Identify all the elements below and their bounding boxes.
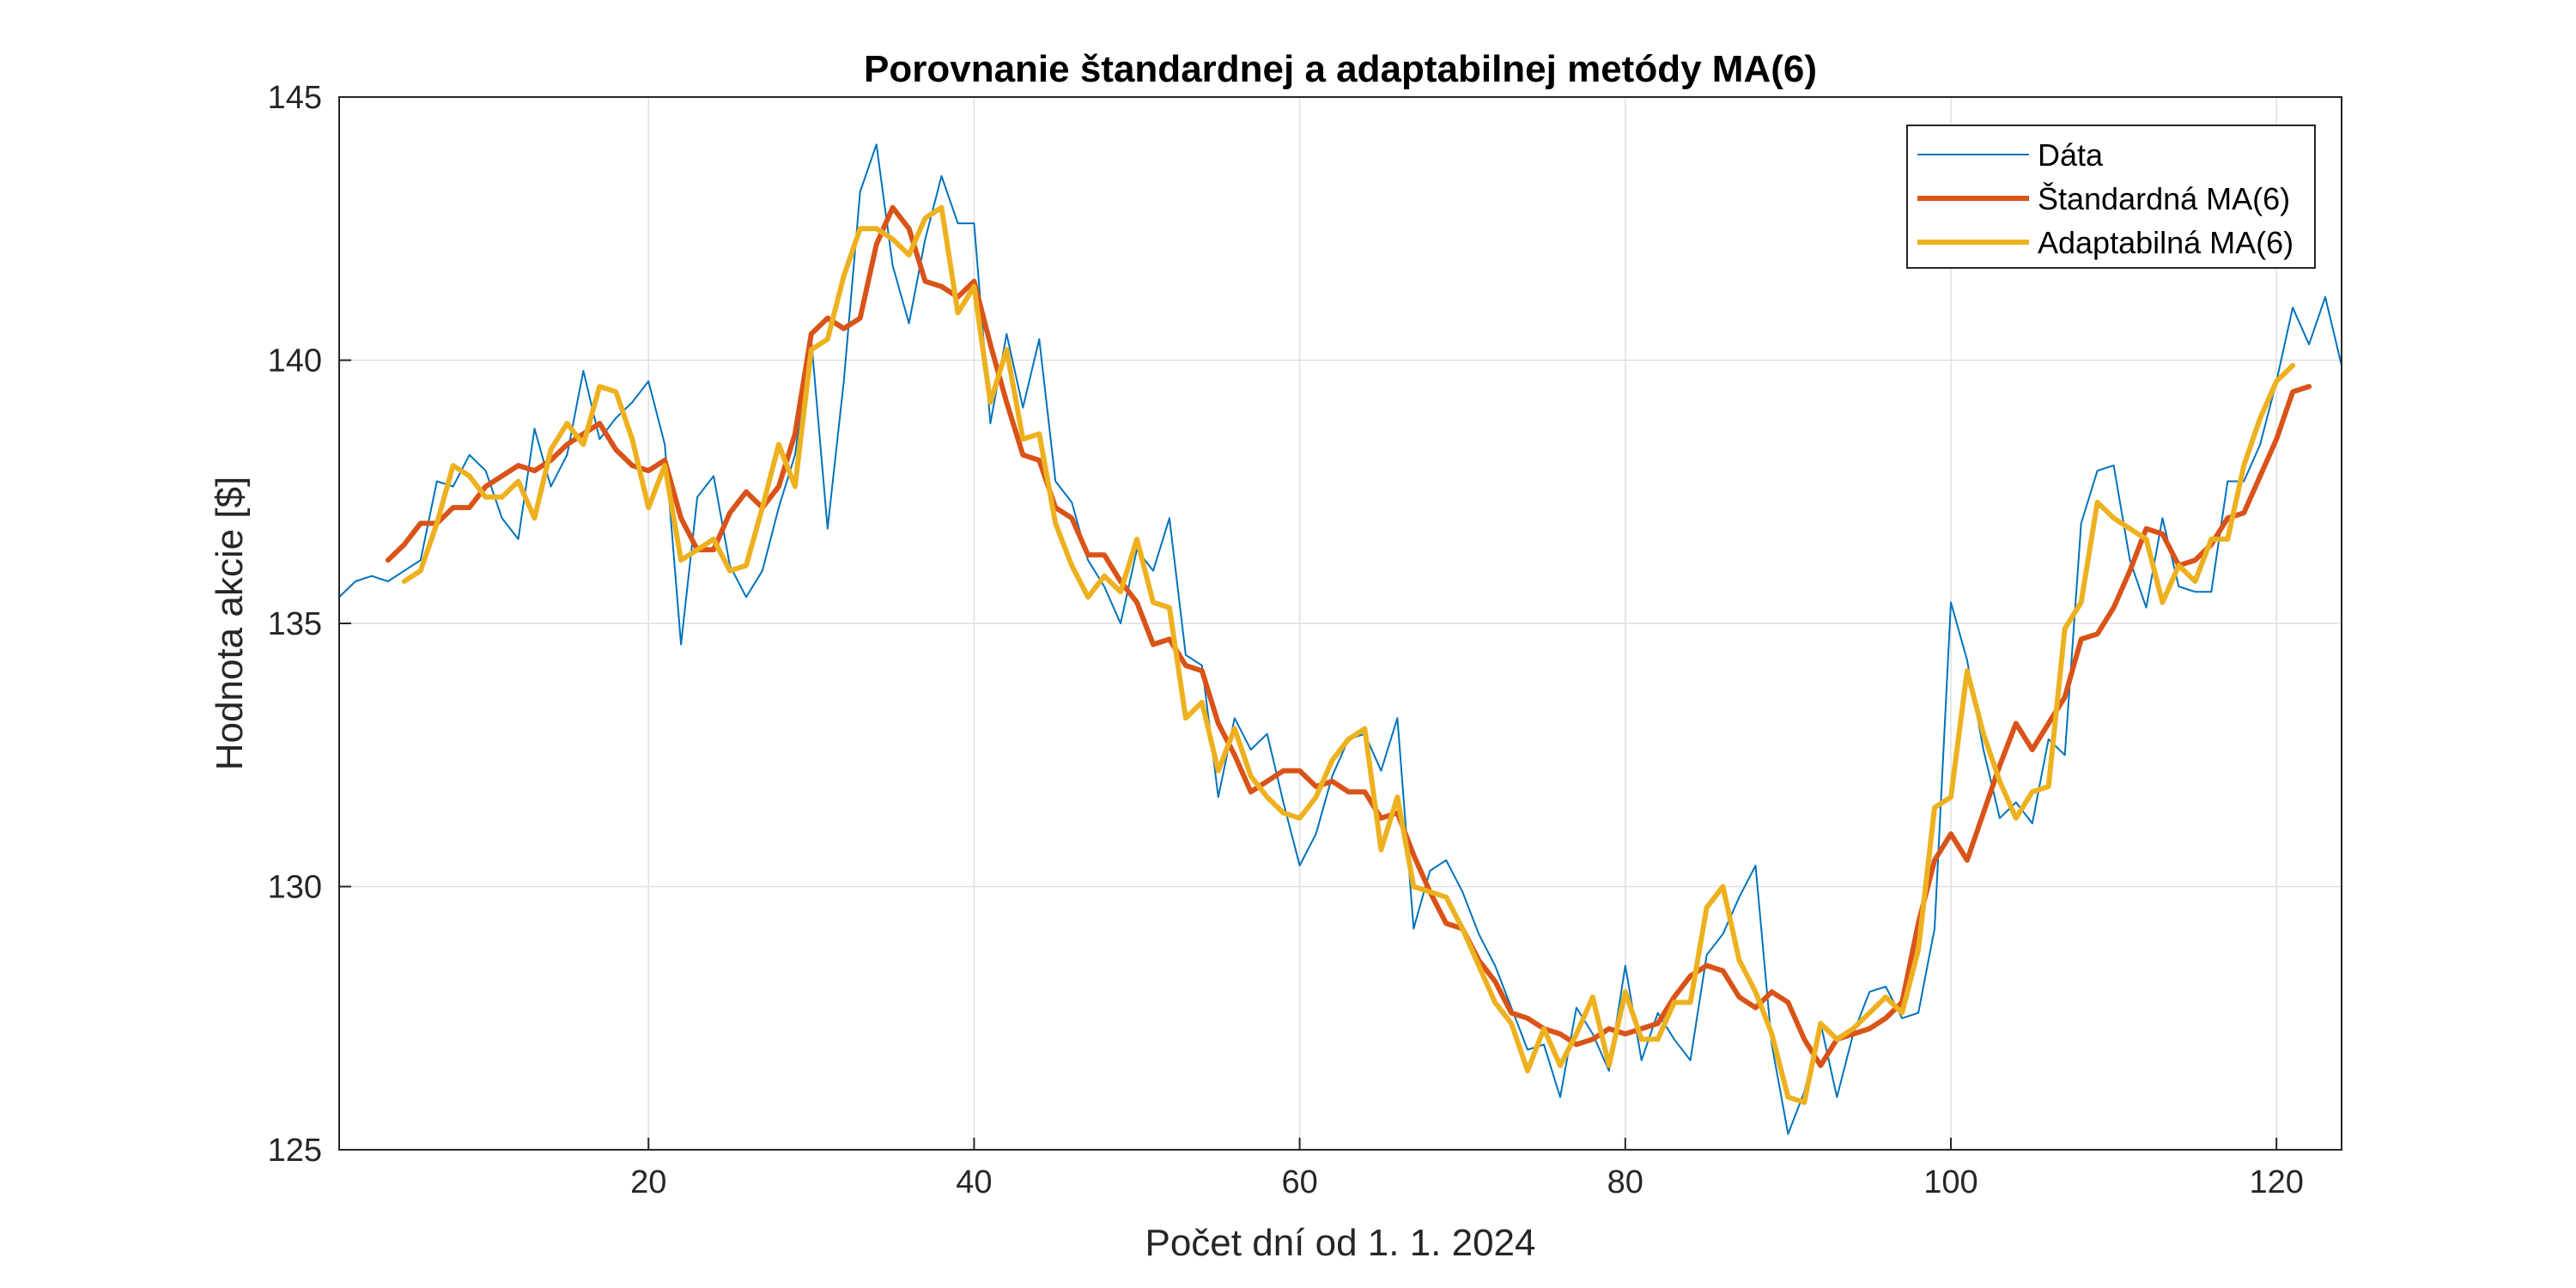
series-group — [338, 143, 2342, 1135]
x-tick-label: 20 — [630, 1164, 666, 1200]
legend-label: Adaptabilná MA(6) — [2038, 225, 2293, 260]
legend-label: Štandardná MA(6) — [2038, 181, 2290, 216]
x-tick-label: 80 — [1607, 1164, 1643, 1200]
series-line-1 — [338, 143, 2342, 1135]
x-tick-label: 60 — [1281, 1164, 1317, 1200]
x-tick-label: 100 — [1923, 1164, 1978, 1200]
x-tick-label: 120 — [2249, 1164, 2303, 1200]
legend-label: Dáta — [2038, 137, 2104, 173]
y-tick-label: 140 — [268, 343, 322, 380]
legend: Dáta Štandardná MA(6) Adaptabilná MA(6) — [1906, 125, 2316, 269]
axis-ticks: 20 40 60 80 100 120 125 130 135 140 145 — [268, 80, 2304, 1200]
y-tick-label: 145 — [268, 80, 322, 116]
y-tick-label: 125 — [268, 1133, 322, 1169]
y-tick-label: 135 — [268, 606, 322, 642]
x-axis-label: Počet dní od 1. 1. 2024 — [1145, 1222, 1535, 1264]
y-axis-label: Hodnota akcie [$] — [209, 477, 251, 770]
series-line-2 — [385, 204, 2312, 1068]
series-line-3 — [401, 204, 2296, 1105]
chart-title: Porovnanie štandardnej a adaptabilnej me… — [864, 48, 1817, 90]
y-tick-label: 130 — [268, 870, 322, 906]
x-tick-label: 40 — [956, 1164, 992, 1200]
